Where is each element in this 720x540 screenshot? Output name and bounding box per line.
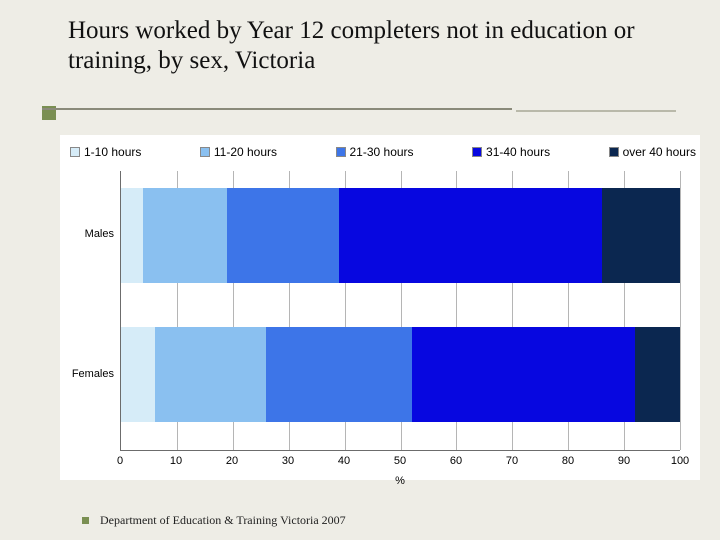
bar-segment [143,188,227,283]
legend-swatch [336,147,346,157]
x-tick-label: 50 [394,455,406,467]
bar-segment [121,327,155,422]
legend-swatch [70,147,80,157]
legend-label: 21-30 hours [350,145,414,159]
legend-item: 1-10 hours [70,141,141,163]
legend-label: 31-40 hours [486,145,550,159]
chart-panel: 1-10 hours 11-20 hours 21-30 hours 31-40… [60,135,700,480]
footer-bullet-icon [82,517,89,524]
gridline [680,171,681,450]
title-rule-shadow [516,110,676,112]
x-tick-label: 100 [671,455,689,467]
footer-source: Department of Education & Training Victo… [100,513,346,528]
bar-row [121,327,680,422]
bar-segment [121,188,143,283]
x-tick-label: 90 [618,455,630,467]
y-axis-label: Females [64,368,114,380]
slide: Hours worked by Year 12 completers not i… [0,0,720,540]
bar-segment [339,188,602,283]
bar-segment [602,188,680,283]
x-tick-label: 60 [450,455,462,467]
x-tick-label: 10 [170,455,182,467]
legend-item: 21-30 hours [336,141,414,163]
x-tick-label: 20 [226,455,238,467]
bar-segment [635,327,680,422]
legend-item: over 40 hours [609,141,696,163]
title-rule [42,108,512,110]
bar-segment [266,327,411,422]
legend-item: 11-20 hours [200,141,277,163]
x-tick-label: 40 [338,455,350,467]
legend-label: 1-10 hours [84,145,141,159]
legend-label: over 40 hours [623,145,696,159]
x-tick-label: 80 [562,455,574,467]
legend-item: 31-40 hours [472,141,550,163]
x-axis-title: % [395,475,405,487]
y-axis-label: Males [64,228,114,240]
bar-segment [412,327,636,422]
plot-area [120,171,680,451]
x-tick-label: 0 [117,455,123,467]
x-tick-label: 70 [506,455,518,467]
slide-title: Hours worked by Year 12 completers not i… [68,16,668,75]
bar-row [121,188,680,283]
legend-swatch [609,147,619,157]
legend: 1-10 hours 11-20 hours 21-30 hours 31-40… [70,141,696,163]
legend-swatch [472,147,482,157]
x-tick-label: 30 [282,455,294,467]
legend-label: 11-20 hours [214,145,277,159]
legend-swatch [200,147,210,157]
bar-segment [155,327,267,422]
bar-segment [227,188,339,283]
